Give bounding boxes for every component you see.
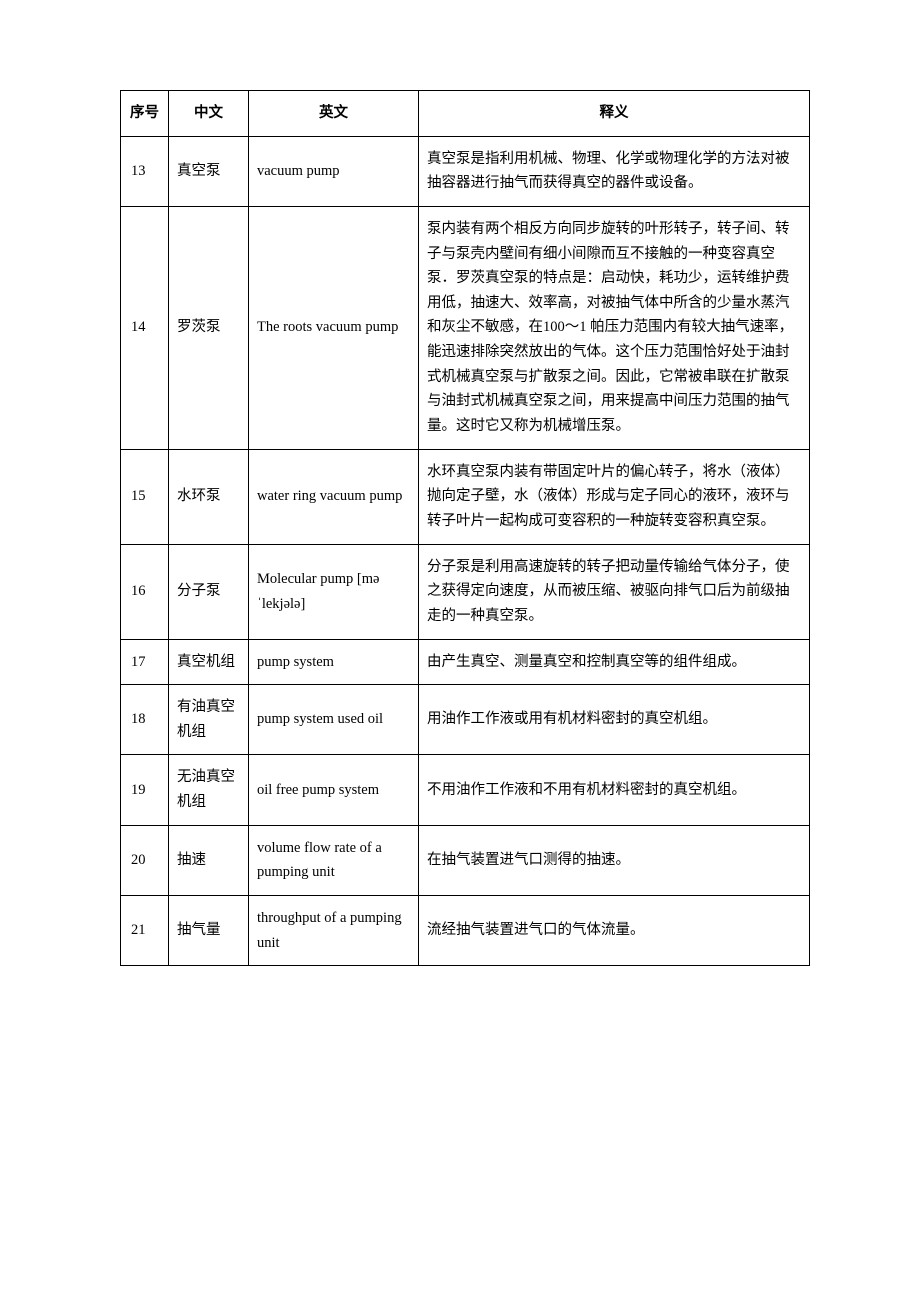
- cell-definition: 真空泵是指利用机械、物理、化学或物理化学的方法对被抽容器进行抽气而获得真空的器件…: [419, 136, 810, 206]
- col-header-index: 序号: [121, 91, 169, 137]
- table-row: 16 分子泵 Molecular pump [məˈlekjələ] 分子泵是利…: [121, 544, 810, 639]
- glossary-table: 序号 中文 英文 释义 13 真空泵 vacuum pump 真空泵是指利用机械…: [120, 90, 810, 966]
- cell-chinese: 真空泵: [169, 136, 249, 206]
- cell-chinese: 水环泵: [169, 449, 249, 544]
- table-row: 19 无油真空机组 oil free pump system 不用油作工作液和不…: [121, 755, 810, 825]
- cell-english: vacuum pump: [249, 136, 419, 206]
- cell-english: Molecular pump [məˈlekjələ]: [249, 544, 419, 639]
- table-row: 14 罗茨泵 The roots vacuum pump 泵内装有两个相反方向同…: [121, 206, 810, 449]
- cell-english: water ring vacuum pump: [249, 449, 419, 544]
- cell-definition: 不用油作工作液和不用有机材料密封的真空机组。: [419, 755, 810, 825]
- cell-chinese: 真空机组: [169, 639, 249, 685]
- table-row: 15 水环泵 water ring vacuum pump 水环真空泵内装有带固…: [121, 449, 810, 544]
- cell-index: 20: [121, 825, 169, 895]
- table-row: 13 真空泵 vacuum pump 真空泵是指利用机械、物理、化学或物理化学的…: [121, 136, 810, 206]
- cell-definition: 用油作工作液或用有机材料密封的真空机组。: [419, 685, 810, 755]
- col-header-english: 英文: [249, 91, 419, 137]
- cell-english: throughput of a pumping unit: [249, 896, 419, 966]
- cell-index: 16: [121, 544, 169, 639]
- cell-english: volume flow rate of a pumping unit: [249, 825, 419, 895]
- cell-chinese: 有油真空机组: [169, 685, 249, 755]
- cell-english: pump system: [249, 639, 419, 685]
- cell-index: 15: [121, 449, 169, 544]
- cell-index: 21: [121, 896, 169, 966]
- cell-definition: 分子泵是利用高速旋转的转子把动量传输给气体分子，使之获得定向速度，从而被压缩、被…: [419, 544, 810, 639]
- cell-index: 14: [121, 206, 169, 449]
- col-header-definition: 释义: [419, 91, 810, 137]
- cell-chinese: 抽速: [169, 825, 249, 895]
- cell-chinese: 罗茨泵: [169, 206, 249, 449]
- table-row: 20 抽速 volume flow rate of a pumping unit…: [121, 825, 810, 895]
- cell-english: The roots vacuum pump: [249, 206, 419, 449]
- cell-english: oil free pump system: [249, 755, 419, 825]
- table-body: 13 真空泵 vacuum pump 真空泵是指利用机械、物理、化学或物理化学的…: [121, 136, 810, 966]
- cell-definition: 泵内装有两个相反方向同步旋转的叶形转子，转子间、转子与泵壳内壁间有细小间隙而互不…: [419, 206, 810, 449]
- cell-english: pump system used oil: [249, 685, 419, 755]
- col-header-chinese: 中文: [169, 91, 249, 137]
- cell-definition: 由产生真空、测量真空和控制真空等的组件组成。: [419, 639, 810, 685]
- cell-chinese: 抽气量: [169, 896, 249, 966]
- cell-index: 19: [121, 755, 169, 825]
- page: 序号 中文 英文 释义 13 真空泵 vacuum pump 真空泵是指利用机械…: [0, 0, 920, 1056]
- cell-definition: 在抽气装置进气口测得的抽速。: [419, 825, 810, 895]
- table-row: 17 真空机组 pump system 由产生真空、测量真空和控制真空等的组件组…: [121, 639, 810, 685]
- cell-chinese: 分子泵: [169, 544, 249, 639]
- cell-chinese: 无油真空机组: [169, 755, 249, 825]
- cell-index: 13: [121, 136, 169, 206]
- cell-index: 17: [121, 639, 169, 685]
- table-row: 18 有油真空机组 pump system used oil 用油作工作液或用有…: [121, 685, 810, 755]
- cell-definition: 水环真空泵内装有带固定叶片的偏心转子，将水（液体）抛向定子壁，水（液体）形成与定…: [419, 449, 810, 544]
- table-header: 序号 中文 英文 释义: [121, 91, 810, 137]
- cell-index: 18: [121, 685, 169, 755]
- cell-definition: 流经抽气装置进气口的气体流量。: [419, 896, 810, 966]
- table-row: 21 抽气量 throughput of a pumping unit 流经抽气…: [121, 896, 810, 966]
